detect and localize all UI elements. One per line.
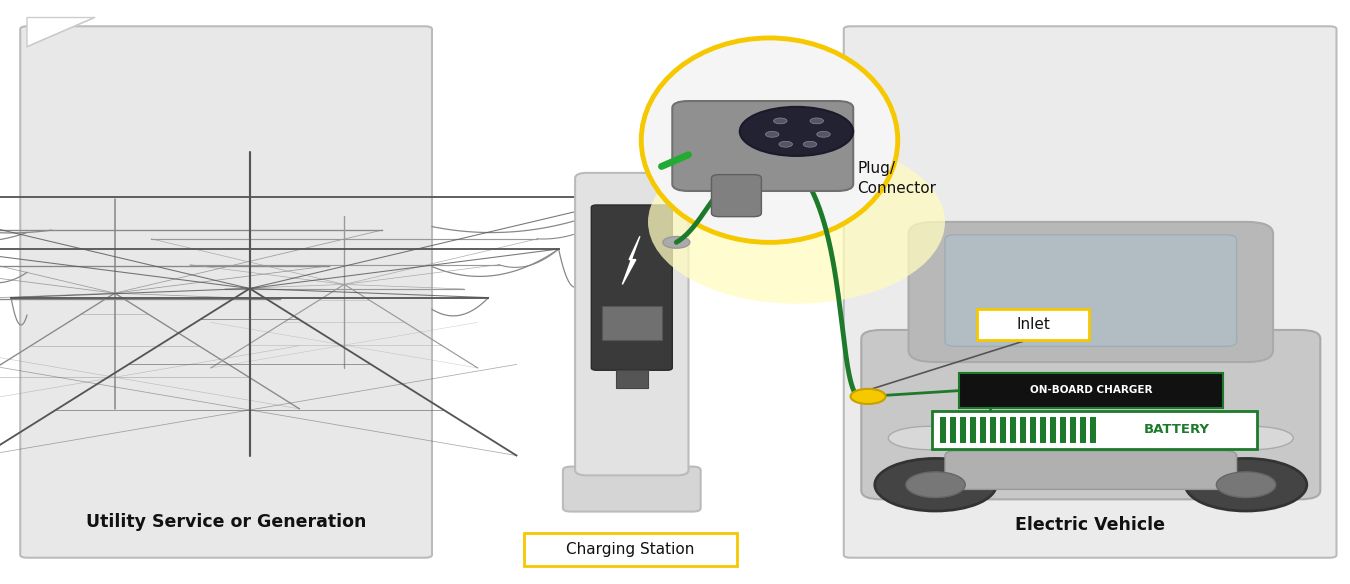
- Circle shape: [779, 141, 792, 147]
- Bar: [1010, 417, 1017, 443]
- Bar: [1060, 417, 1066, 443]
- Circle shape: [810, 118, 824, 124]
- FancyBboxPatch shape: [524, 533, 737, 566]
- Text: Inlet: Inlet: [1017, 317, 1050, 332]
- Circle shape: [765, 131, 779, 137]
- Text: Plug/
Connector: Plug/ Connector: [857, 161, 937, 196]
- Text: Charging Station: Charging Station: [566, 542, 695, 557]
- Circle shape: [740, 107, 853, 156]
- Ellipse shape: [1212, 426, 1293, 450]
- FancyBboxPatch shape: [945, 451, 1237, 489]
- Bar: [1080, 417, 1087, 443]
- Bar: [949, 417, 956, 443]
- Bar: [1021, 417, 1026, 443]
- Bar: [1000, 417, 1006, 443]
- FancyBboxPatch shape: [909, 222, 1273, 362]
- Circle shape: [774, 118, 787, 124]
- Bar: [960, 417, 965, 443]
- Circle shape: [1216, 472, 1276, 498]
- Bar: [980, 417, 986, 443]
- FancyBboxPatch shape: [931, 411, 1257, 449]
- Circle shape: [850, 389, 886, 404]
- FancyBboxPatch shape: [575, 173, 688, 475]
- Text: ON-BOARD CHARGER: ON-BOARD CHARGER: [1030, 385, 1152, 395]
- Ellipse shape: [888, 426, 969, 450]
- Ellipse shape: [648, 140, 945, 304]
- FancyBboxPatch shape: [861, 330, 1320, 499]
- Polygon shape: [27, 18, 94, 47]
- FancyBboxPatch shape: [844, 26, 1336, 558]
- FancyBboxPatch shape: [591, 205, 672, 370]
- FancyBboxPatch shape: [945, 235, 1237, 346]
- Bar: [940, 417, 945, 443]
- Bar: [1050, 417, 1056, 443]
- FancyBboxPatch shape: [977, 310, 1089, 340]
- FancyBboxPatch shape: [602, 306, 662, 340]
- FancyBboxPatch shape: [616, 370, 648, 388]
- FancyBboxPatch shape: [563, 467, 701, 512]
- Bar: [1030, 417, 1037, 443]
- FancyBboxPatch shape: [711, 175, 761, 217]
- Text: Electric Vehicle: Electric Vehicle: [1015, 516, 1165, 534]
- Circle shape: [803, 141, 817, 147]
- Polygon shape: [622, 237, 640, 284]
- Text: BATTERY: BATTERY: [1143, 423, 1210, 436]
- Bar: [990, 417, 996, 443]
- Bar: [1041, 417, 1046, 443]
- FancyBboxPatch shape: [20, 26, 432, 558]
- Circle shape: [663, 237, 690, 248]
- Circle shape: [875, 458, 996, 511]
- Bar: [1071, 417, 1076, 443]
- FancyBboxPatch shape: [958, 373, 1223, 408]
- Circle shape: [817, 131, 830, 137]
- Bar: [1091, 417, 1096, 443]
- FancyBboxPatch shape: [672, 101, 853, 191]
- Ellipse shape: [641, 38, 898, 242]
- Bar: [969, 417, 976, 443]
- Circle shape: [906, 472, 965, 498]
- Circle shape: [1185, 458, 1307, 511]
- Text: Utility Service or Generation: Utility Service or Generation: [86, 513, 366, 531]
